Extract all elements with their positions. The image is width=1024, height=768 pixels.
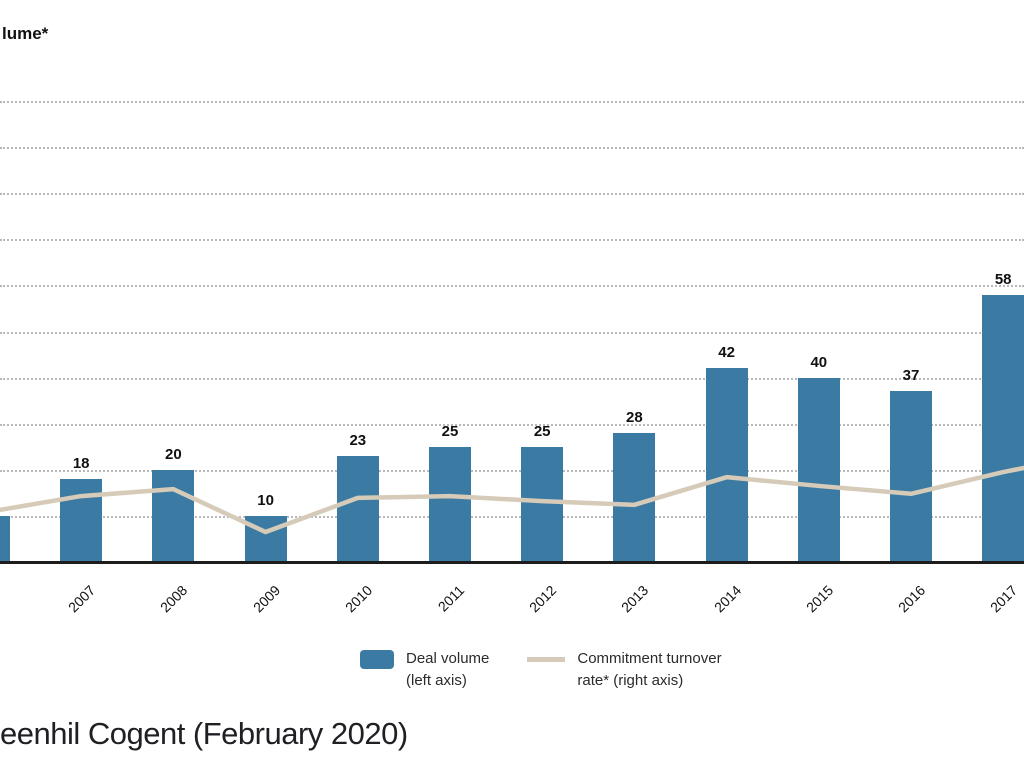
bar-value-label-2013: 28: [626, 408, 643, 426]
x-axis-label-2008: 2008: [157, 582, 191, 616]
deal-volume-swatch-icon: [360, 650, 394, 669]
gridline-80: [0, 193, 1024, 196]
x-axis-label-2012: 2012: [526, 582, 560, 616]
bar-2011: [429, 446, 471, 562]
x-axis-label-2014: 2014: [710, 582, 744, 616]
legend: Deal volume (left axis) Commitment turno…: [360, 648, 722, 692]
bar-2010: [336, 455, 379, 562]
bar-value-label-2017: 58: [994, 270, 1012, 288]
bar-2013: [613, 432, 656, 562]
bar-value-label-2016: 37: [902, 367, 920, 385]
x-axis-label-2015: 2015: [802, 582, 837, 616]
bar-value-label-2014: 42: [718, 344, 735, 362]
gridline-40: [0, 377, 1024, 380]
gridline-90: [0, 147, 1024, 150]
bar-value-label-2008: 20: [165, 445, 182, 463]
bar-2007: [60, 479, 103, 562]
gridline-100: [0, 101, 1024, 103]
bar-2015: [797, 377, 840, 562]
bar-value-label-2011: 25: [441, 422, 459, 440]
legend-item-deal-volume: Deal volume (left axis): [360, 648, 489, 692]
bar-2016: [890, 391, 932, 562]
source-attribution: eenhil Cogent (February 2020): [0, 716, 408, 751]
x-axis-label-2007: 2007: [65, 582, 99, 616]
commitment-turnover-line-swatch-icon: [527, 657, 566, 662]
x-axis-label-2010: 2010: [341, 582, 376, 616]
x-axis-label-2011: 2011: [434, 582, 468, 615]
bar-value-label-2009: 10: [257, 491, 274, 509]
x-axis-line: [0, 561, 1024, 564]
chart-title: lume*: [2, 24, 49, 43]
x-axis-label-2017: 2017: [987, 582, 1021, 616]
bar-2012: [521, 446, 564, 562]
bar-value-label-2012: 25: [533, 422, 551, 440]
x-axis-label-2009: 2009: [249, 582, 283, 616]
bar-clipped-left: [0, 515, 10, 562]
bar-2014: [705, 368, 748, 562]
bar-2008: [152, 469, 195, 562]
legend-deal-volume-line1: Deal volume: [406, 650, 490, 667]
gridline-50: [0, 331, 1024, 334]
bar-value-label-2015: 40: [810, 353, 828, 371]
legend-deal-volume-line2: (left axis): [406, 671, 467, 689]
legend-item-commitment-turnover: Commitment turnover rate* (right axis): [527, 648, 722, 692]
legend-commitment-line1: Commitment turnover: [577, 650, 722, 667]
gridline-70: [0, 239, 1024, 242]
bar-2009: [244, 515, 287, 562]
x-axis-label-2013: 2013: [618, 582, 652, 616]
gridline-30: [0, 423, 1024, 426]
x-axis-label-2016: 2016: [894, 582, 929, 616]
bar-value-label-2007: 18: [72, 455, 90, 473]
legend-commitment-line2: rate* (right axis): [577, 671, 684, 689]
bar-value-label-2010: 23: [349, 431, 367, 449]
gridline-60: [0, 285, 1024, 288]
bar-2017: [982, 294, 1024, 562]
